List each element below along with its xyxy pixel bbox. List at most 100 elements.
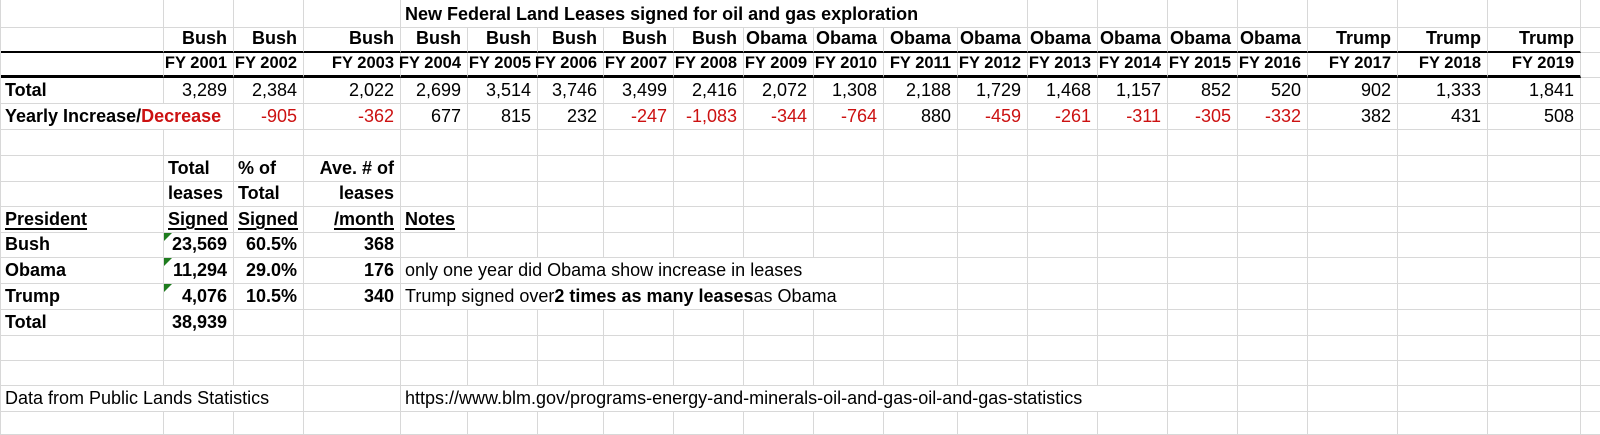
change-cell-fy2007[interactable]: -247 <box>604 104 674 130</box>
president-cell-fy2002[interactable]: Bush <box>234 28 304 53</box>
header-pct-cell[interactable]: % of <box>234 156 304 182</box>
empty-cell[interactable] <box>958 233 1028 258</box>
empty-cell[interactable] <box>604 412 674 435</box>
empty-cell[interactable] <box>674 336 744 361</box>
empty-cell[interactable] <box>234 361 304 386</box>
change-cell-fy2005[interactable]: 815 <box>468 104 538 130</box>
change-cell-fy2003[interactable]: -362 <box>304 104 401 130</box>
empty-cell[interactable] <box>1168 412 1238 435</box>
empty-cell[interactable] <box>884 233 958 258</box>
empty-cell[interactable] <box>1398 258 1488 284</box>
empty-cell[interactable] <box>538 361 604 386</box>
empty-cell[interactable] <box>1308 361 1398 386</box>
total-cell-fy2017[interactable]: 902 <box>1308 78 1398 104</box>
empty-cell[interactable] <box>1028 361 1098 386</box>
president-cell-fy2010[interactable]: Obama <box>814 28 884 53</box>
empty-cell[interactable] <box>604 336 674 361</box>
empty-cell[interactable] <box>1098 233 1168 258</box>
empty-cell[interactable] <box>814 233 884 258</box>
empty-cell[interactable] <box>1028 130 1098 156</box>
empty-cell[interactable] <box>1168 0 1238 28</box>
president-name-cell[interactable]: Bush <box>1 233 164 258</box>
empty-cell[interactable] <box>304 361 401 386</box>
empty-cell[interactable] <box>1581 258 1600 284</box>
change-cell-fy2008[interactable]: -1,083 <box>674 104 744 130</box>
empty-cell[interactable] <box>604 182 674 207</box>
president-cell-fy2013[interactable]: Obama <box>1028 28 1098 53</box>
empty-cell[interactable] <box>674 412 744 435</box>
empty-cell[interactable] <box>538 310 604 336</box>
empty-cell[interactable] <box>958 130 1028 156</box>
fy-cell-fy2018[interactable]: FY 2018 <box>1398 53 1488 78</box>
president-cell-fy2003[interactable]: Bush <box>304 28 401 53</box>
total-label-cell[interactable]: Total <box>1 78 164 104</box>
fy-cell-fy2016[interactable]: FY 2016 <box>1238 53 1308 78</box>
empty-cell[interactable] <box>1488 156 1581 182</box>
president-cell-fy2012[interactable]: Obama <box>958 28 1028 53</box>
header-avg-cell[interactable]: Ave. # of <box>304 156 401 182</box>
empty-cell[interactable] <box>1238 0 1308 28</box>
empty-cell[interactable] <box>1308 412 1398 435</box>
pct-of-total-cell[interactable]: 29.0% <box>234 258 304 284</box>
change-cell-fy2009[interactable]: -344 <box>744 104 814 130</box>
header-president-cell[interactable]: President <box>1 207 164 233</box>
total-signed-cell[interactable]: 4,076 <box>164 284 234 310</box>
empty-cell[interactable] <box>1581 53 1600 78</box>
pct-of-total-cell[interactable]: 10.5% <box>234 284 304 310</box>
empty-cell[interactable] <box>164 361 234 386</box>
president-name-cell[interactable]: Obama <box>1 258 164 284</box>
empty-cell[interactable] <box>604 233 674 258</box>
note-cell[interactable]: Trump signed over 2 times as many leases… <box>401 284 884 310</box>
empty-cell[interactable] <box>674 233 744 258</box>
empty-cell[interactable] <box>234 130 304 156</box>
empty-cell[interactable] <box>674 361 744 386</box>
empty-cell[interactable] <box>814 130 884 156</box>
empty-cell[interactable] <box>674 182 744 207</box>
empty-cell[interactable] <box>884 182 958 207</box>
change-cell-fy2004[interactable]: 677 <box>401 104 468 130</box>
fy-cell-fy2001[interactable]: FY 2001 <box>164 53 234 78</box>
empty-cell[interactable] <box>1168 233 1238 258</box>
empty-cell[interactable] <box>1238 412 1308 435</box>
empty-cell[interactable] <box>1238 336 1308 361</box>
total-cell-fy2006[interactable]: 3,746 <box>538 78 604 104</box>
total-cell-fy2015[interactable]: 852 <box>1168 78 1238 104</box>
empty-cell[interactable] <box>744 310 814 336</box>
empty-cell[interactable] <box>1398 336 1488 361</box>
total-cell-fy2003[interactable]: 2,022 <box>304 78 401 104</box>
empty-cell[interactable] <box>1028 284 1098 310</box>
president-cell-fy2008[interactable]: Bush <box>674 28 744 53</box>
president-cell-fy2007[interactable]: Bush <box>604 28 674 53</box>
change-cell-fy2014[interactable]: -311 <box>1098 104 1168 130</box>
change-cell-fy2012[interactable]: -459 <box>958 104 1028 130</box>
empty-cell[interactable] <box>958 412 1028 435</box>
empty-cell[interactable] <box>1098 258 1168 284</box>
empty-cell[interactable] <box>164 0 234 28</box>
empty-cell[interactable] <box>958 207 1028 233</box>
empty-cell[interactable] <box>1098 130 1168 156</box>
empty-cell[interactable] <box>674 310 744 336</box>
grand-total-value-cell[interactable]: 38,939 <box>164 310 234 336</box>
grand-total-label-cell[interactable]: Total <box>1 310 164 336</box>
total-cell-fy2013[interactable]: 1,468 <box>1028 78 1098 104</box>
empty-cell[interactable] <box>884 156 958 182</box>
empty-cell[interactable] <box>1581 28 1600 53</box>
empty-cell[interactable] <box>468 310 538 336</box>
empty-cell[interactable] <box>1398 310 1488 336</box>
empty-cell[interactable] <box>468 182 538 207</box>
empty-cell[interactable] <box>958 361 1028 386</box>
fy-cell-fy2010[interactable]: FY 2010 <box>814 53 884 78</box>
empty-cell[interactable] <box>744 412 814 435</box>
empty-cell[interactable] <box>1488 258 1581 284</box>
empty-cell[interactable] <box>1238 310 1308 336</box>
empty-cell[interactable] <box>1488 182 1581 207</box>
empty-cell[interactable] <box>1 53 164 78</box>
empty-cell[interactable] <box>1238 284 1308 310</box>
empty-cell[interactable] <box>468 156 538 182</box>
fy-cell-fy2011[interactable]: FY 2011 <box>884 53 958 78</box>
empty-cell[interactable] <box>1581 284 1600 310</box>
empty-cell[interactable] <box>884 361 958 386</box>
empty-cell[interactable] <box>1581 182 1600 207</box>
empty-cell[interactable] <box>1398 386 1488 412</box>
total-cell-fy2002[interactable]: 2,384 <box>234 78 304 104</box>
